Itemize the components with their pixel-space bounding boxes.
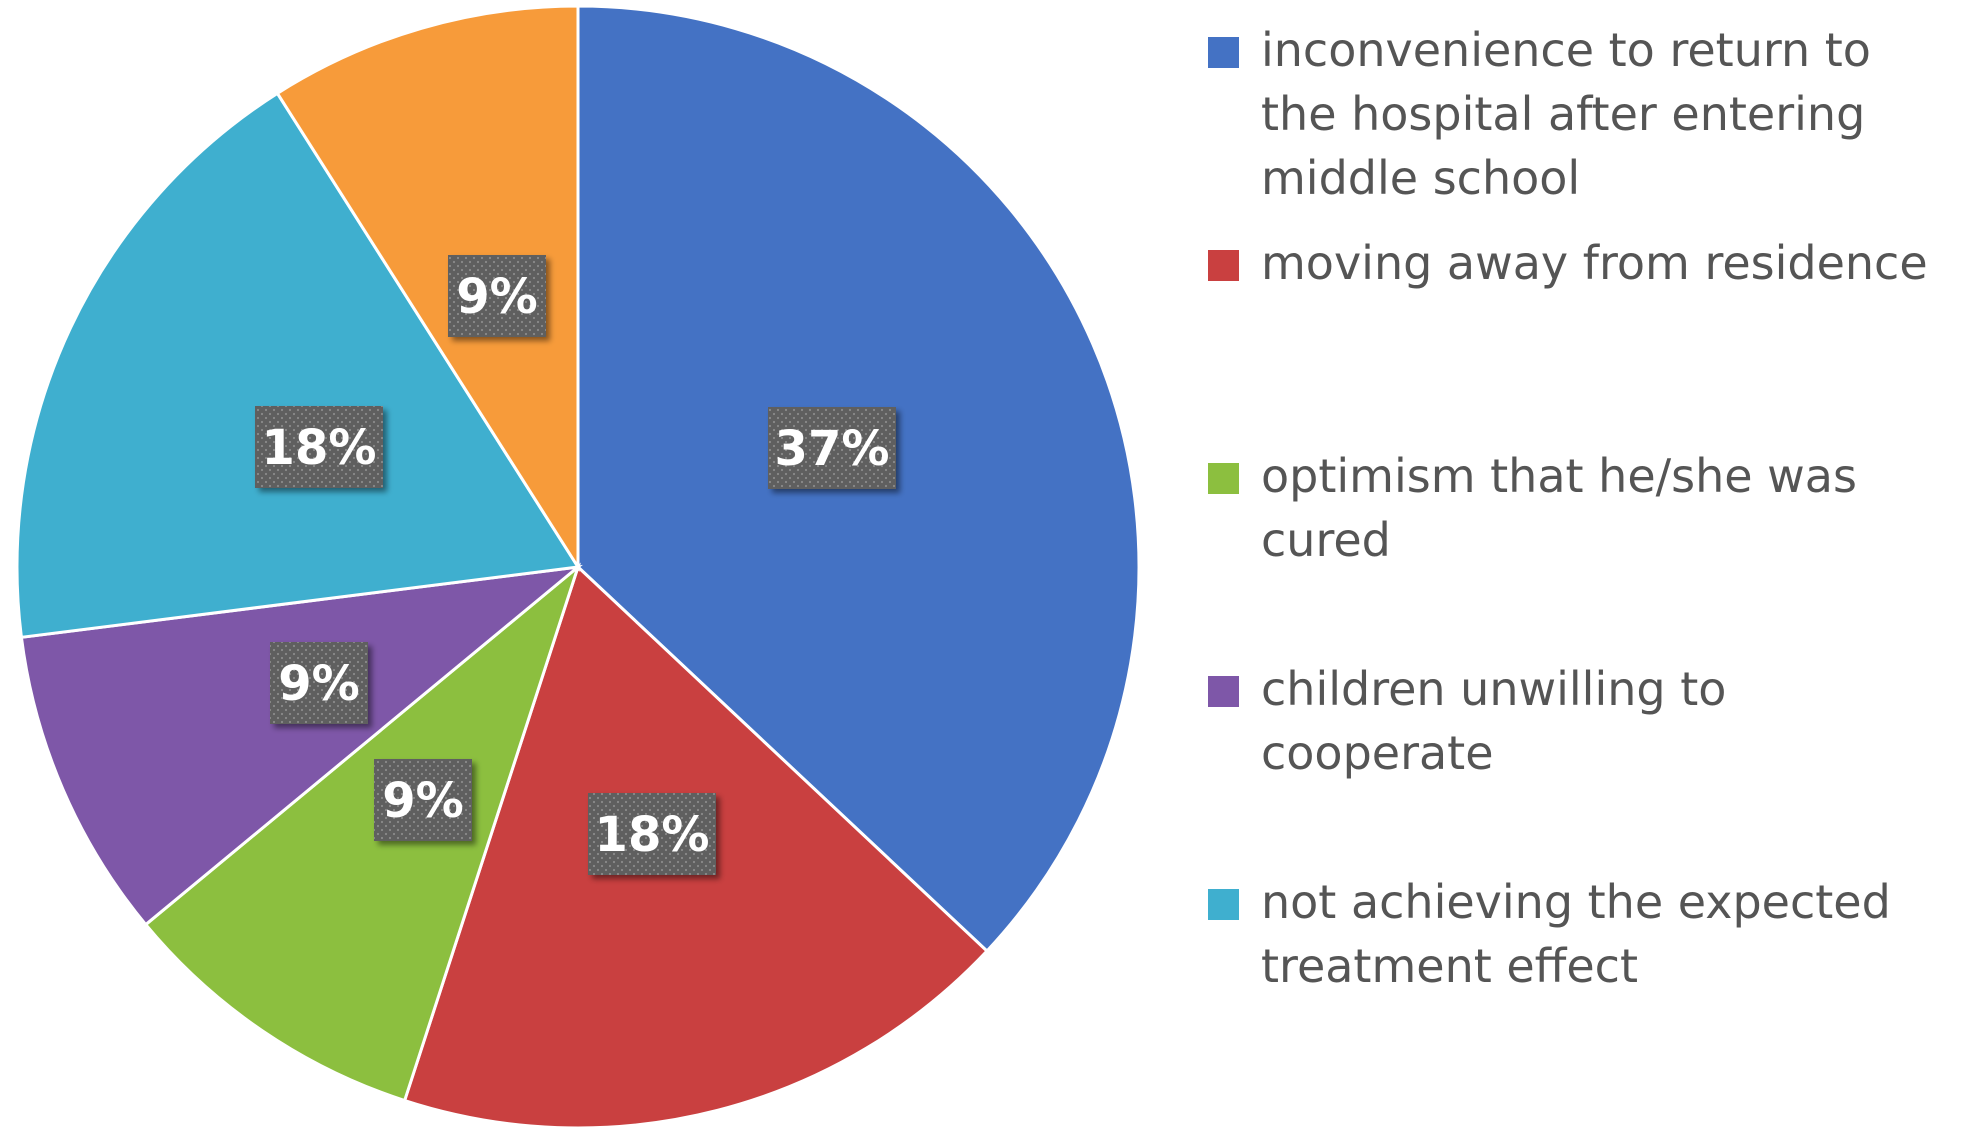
data-label-box [768,407,896,489]
data-label-text: 37% [775,421,890,477]
legend-label: children unwilling to cooperate [1261,662,1727,780]
legend-label: optimism that he/she was cured [1261,449,1857,567]
legend: inconvenience to return to the hospital … [1208,0,1969,1148]
legend-label: not achieving the expected treatment eff… [1261,875,1891,993]
legend-swatch [1208,463,1239,494]
data-label-text: 18% [262,420,377,476]
pie-slice [275,4,580,573]
data-label-text: 18% [595,807,710,863]
legend-label: inconvenience to return to the hospital … [1261,23,1871,205]
legend-item: children unwilling to cooperate [1208,657,1726,785]
legend-swatch [1208,889,1239,920]
data-label-text: 9% [278,656,360,712]
legend-item: not achieving the expected treatment eff… [1208,870,1891,998]
data-label-box [374,759,472,841]
pie-slice [15,91,581,639]
legend-item: optimism that he/she was cured [1208,444,1857,572]
pie-slice [143,562,582,1103]
legend-item: inconvenience to return to the hospital … [1208,18,1871,210]
data-label: 9% [374,759,472,841]
pie-slices [15,4,1141,1130]
data-label-box [448,255,546,337]
data-label: 37% [768,407,896,489]
data-label: 18% [588,793,716,875]
legend-swatch [1208,250,1239,281]
legend-swatch [1208,676,1239,707]
legend-item: moving away from residence [1208,231,1928,295]
data-label-box [255,406,383,488]
data-label-box [588,793,716,875]
legend-label: moving away from residence [1261,236,1928,290]
data-label: 9% [448,255,546,337]
legend-swatch [1208,37,1239,68]
pie-slice [19,564,583,927]
data-label: 18% [255,406,383,488]
pie-data-labels: 37% 18% 9% 9% 18% 9% [255,255,896,875]
data-label: 9% [270,642,368,724]
data-label-text: 9% [382,773,464,829]
data-label-box [270,642,368,724]
data-label-text: 9% [456,269,538,325]
